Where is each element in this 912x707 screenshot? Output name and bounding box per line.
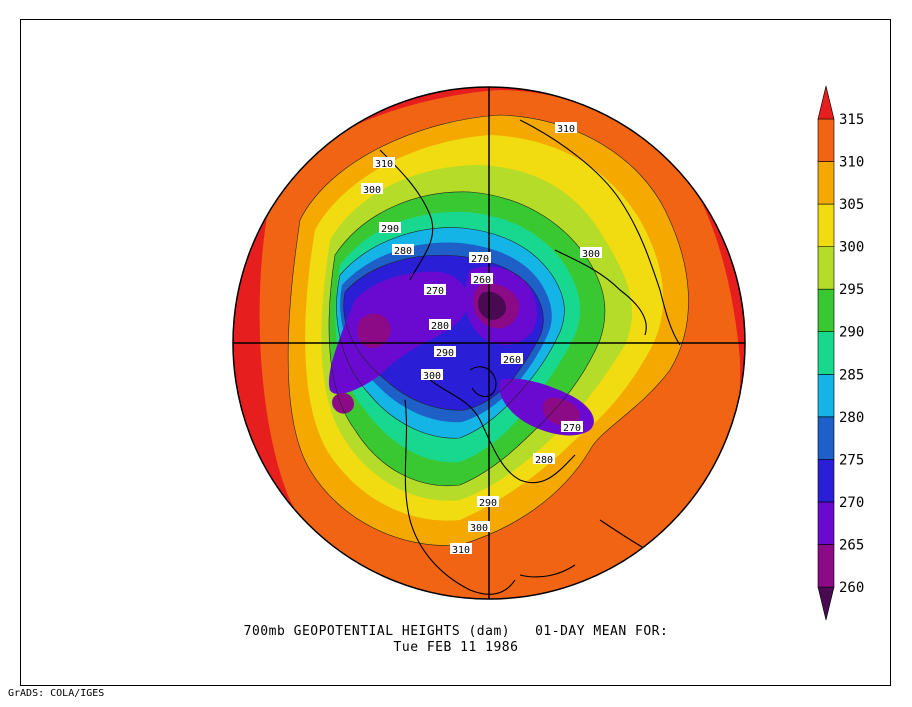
- contour-label-bg: [477, 496, 499, 507]
- colorbar-swatch: [817, 85, 835, 120]
- contour-label: 280: [535, 455, 553, 466]
- colorbar-swatch: [817, 203, 835, 247]
- band-265: [328, 266, 594, 436]
- colorbar-swatch: [817, 161, 835, 205]
- band-255: [478, 291, 507, 320]
- contour-label: 300: [470, 523, 488, 534]
- colorbar-tick-label: 310: [839, 155, 864, 171]
- colorbar-swatch: [817, 544, 835, 588]
- colorbar-swatch: [817, 459, 835, 503]
- colorbar-swatch: [817, 118, 835, 162]
- colorbar-tick-label: 315: [839, 112, 864, 128]
- colorbar-tick-label: 300: [839, 240, 864, 256]
- contour-label-bg: [450, 543, 472, 554]
- colorbar-tick-label: 270: [839, 495, 864, 511]
- colorbar-swatch: [817, 331, 835, 375]
- contour-label-bg: [379, 222, 401, 233]
- credit-text: GrADS: COLA/IGES: [8, 688, 105, 699]
- colorbar-swatch: [817, 246, 835, 290]
- contour-label: 270: [471, 254, 489, 265]
- contour-label-bg: [434, 346, 456, 357]
- contour-label-bg: [555, 122, 577, 133]
- colorbar-tick-label: 275: [839, 452, 864, 468]
- colorbar-tick-label: 280: [839, 410, 864, 426]
- contour-label-bg: [468, 521, 490, 532]
- colorbar-swatch: [817, 288, 835, 333]
- contour-label-bg: [361, 183, 383, 194]
- contour-label: 290: [381, 224, 399, 235]
- band-260: [332, 283, 580, 426]
- colorbar-swatch: [817, 373, 835, 418]
- contour-label: 300: [582, 249, 600, 260]
- contour-label: 270: [563, 423, 581, 434]
- contour-label: 300: [423, 371, 441, 382]
- contour-label: 280: [394, 246, 412, 257]
- contour-label: 300: [363, 185, 381, 196]
- colorbar-swatch: [817, 501, 835, 545]
- contour-label-bg: [373, 157, 395, 168]
- colorbar-swatch: [817, 416, 835, 460]
- colorbar-swatch: [817, 586, 835, 621]
- contour-label: 290: [479, 498, 497, 509]
- colorbar-tick-label: 265: [839, 537, 864, 553]
- title-line-1: 700mb GEOPOTENTIAL HEIGHTS (dam) 01-DAY …: [243, 624, 669, 639]
- contour-lines: [287, 114, 689, 546]
- colorbar-tick-label: 260: [839, 580, 864, 596]
- contour-label: 270: [426, 286, 444, 297]
- contour-label: 310: [452, 545, 470, 556]
- contour-label-bg: [580, 247, 602, 258]
- title-line-2: Tue FEB 11 1986: [393, 640, 519, 655]
- contour-label: 280: [431, 321, 449, 332]
- colorbar-tick-label: 295: [839, 282, 864, 298]
- colorbar-tick-label: 305: [839, 197, 864, 213]
- contour-label-bg: [429, 319, 451, 330]
- colorbar: 260 265 270 275 280 285 290 295 300 305 310 315: [817, 85, 864, 621]
- contour-label-bg: [469, 252, 491, 263]
- contour-label-bg: [501, 353, 523, 364]
- contour-label: 260: [473, 275, 491, 286]
- contour-label-bg: [561, 421, 583, 432]
- contour-label: 310: [557, 124, 575, 135]
- plot-frame: [20, 19, 891, 686]
- contour-label-bg: [533, 453, 555, 464]
- colorbar-tick-label: 290: [839, 325, 864, 341]
- contour-label: 290: [436, 348, 454, 359]
- contour-label-bg: [424, 284, 446, 295]
- contour-label-bg: [392, 244, 414, 255]
- colorbar-tick-label: 285: [839, 367, 864, 383]
- height-field: [233, 87, 745, 599]
- contour-label: 260: [503, 355, 521, 366]
- contour-label: 310: [375, 159, 393, 170]
- contour-labels: 3103002902802702602702802903003103002802…: [361, 122, 602, 556]
- contour-label-bg: [471, 273, 493, 284]
- contour-label-bg: [421, 369, 443, 380]
